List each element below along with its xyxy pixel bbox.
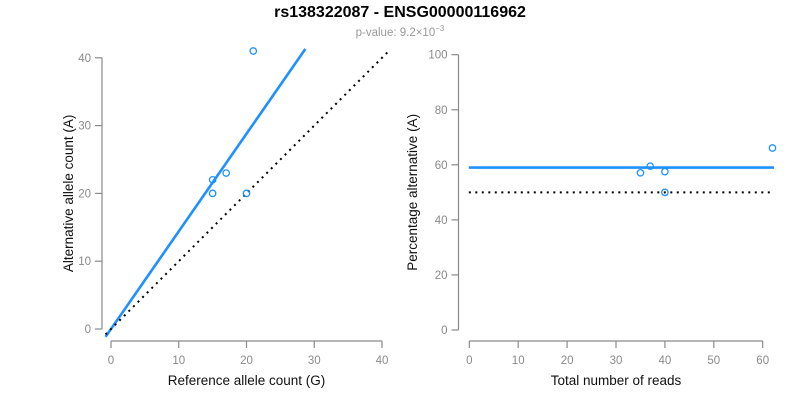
data-point bbox=[208, 175, 217, 184]
y-axis-title: Percentage alternative (A) bbox=[405, 114, 420, 271]
y-tick-label: 30 bbox=[78, 121, 91, 133]
y-axis-title: Alternative allele count (A) bbox=[61, 115, 76, 273]
x-tick-label: 10 bbox=[172, 355, 185, 367]
data-point bbox=[646, 162, 655, 171]
data-point bbox=[661, 167, 669, 176]
data-point bbox=[636, 168, 645, 177]
identity-line bbox=[104, 50, 390, 336]
y-tick-label: 10 bbox=[78, 256, 91, 268]
y-tick-label: 40 bbox=[435, 215, 448, 227]
pvalue-exponent: −3 bbox=[435, 24, 445, 33]
x-tick-label: 0 bbox=[466, 355, 472, 367]
x-axis-title: Reference allele count (G) bbox=[168, 373, 326, 388]
panel-1: 0 10 20 30 40 0 10 20 30 40 Reference allele count… bbox=[61, 47, 390, 388]
x-tick-label: 40 bbox=[376, 355, 389, 367]
x-tick-label: 50 bbox=[707, 355, 720, 367]
pvalue-text: p-value: 9.2×10 bbox=[355, 26, 436, 39]
x-tick-label: 40 bbox=[659, 355, 672, 367]
data-point bbox=[249, 47, 258, 55]
x-tick-label: 60 bbox=[756, 355, 769, 367]
plot-subtitle: p-value: 9.2×10−3 bbox=[0, 24, 800, 39]
data-point bbox=[208, 189, 217, 198]
data-point bbox=[768, 144, 777, 152]
fitted-line bbox=[104, 48, 307, 338]
x-tick-label: 30 bbox=[308, 355, 321, 367]
x-tick-label: 10 bbox=[512, 355, 525, 367]
x-tick-label: 20 bbox=[240, 355, 253, 367]
y-tick-label: 100 bbox=[428, 50, 447, 62]
y-tick-label: 20 bbox=[78, 188, 91, 200]
y-tick-label: 20 bbox=[435, 270, 448, 282]
panel-2: 0 10 20 30 40 50 60 0 20 40 60 80 100 Total number of… bbox=[405, 50, 777, 388]
data-point bbox=[242, 189, 251, 198]
y-tick-label: 0 bbox=[85, 324, 91, 336]
y-tick-label: 40 bbox=[78, 53, 91, 65]
x-tick-label: 0 bbox=[108, 355, 114, 367]
data-point bbox=[661, 188, 669, 197]
data-point bbox=[222, 169, 231, 177]
y-tick-label: 60 bbox=[435, 160, 448, 172]
y-tick-label: 0 bbox=[441, 325, 447, 337]
x-tick-label: 30 bbox=[610, 355, 623, 367]
y-tick-label: 80 bbox=[435, 105, 448, 117]
plot-title: rs138322087 - ENSG00000116962 bbox=[274, 4, 526, 21]
x-tick-label: 20 bbox=[561, 355, 574, 367]
x-axis-title: Total number of reads bbox=[551, 373, 682, 388]
